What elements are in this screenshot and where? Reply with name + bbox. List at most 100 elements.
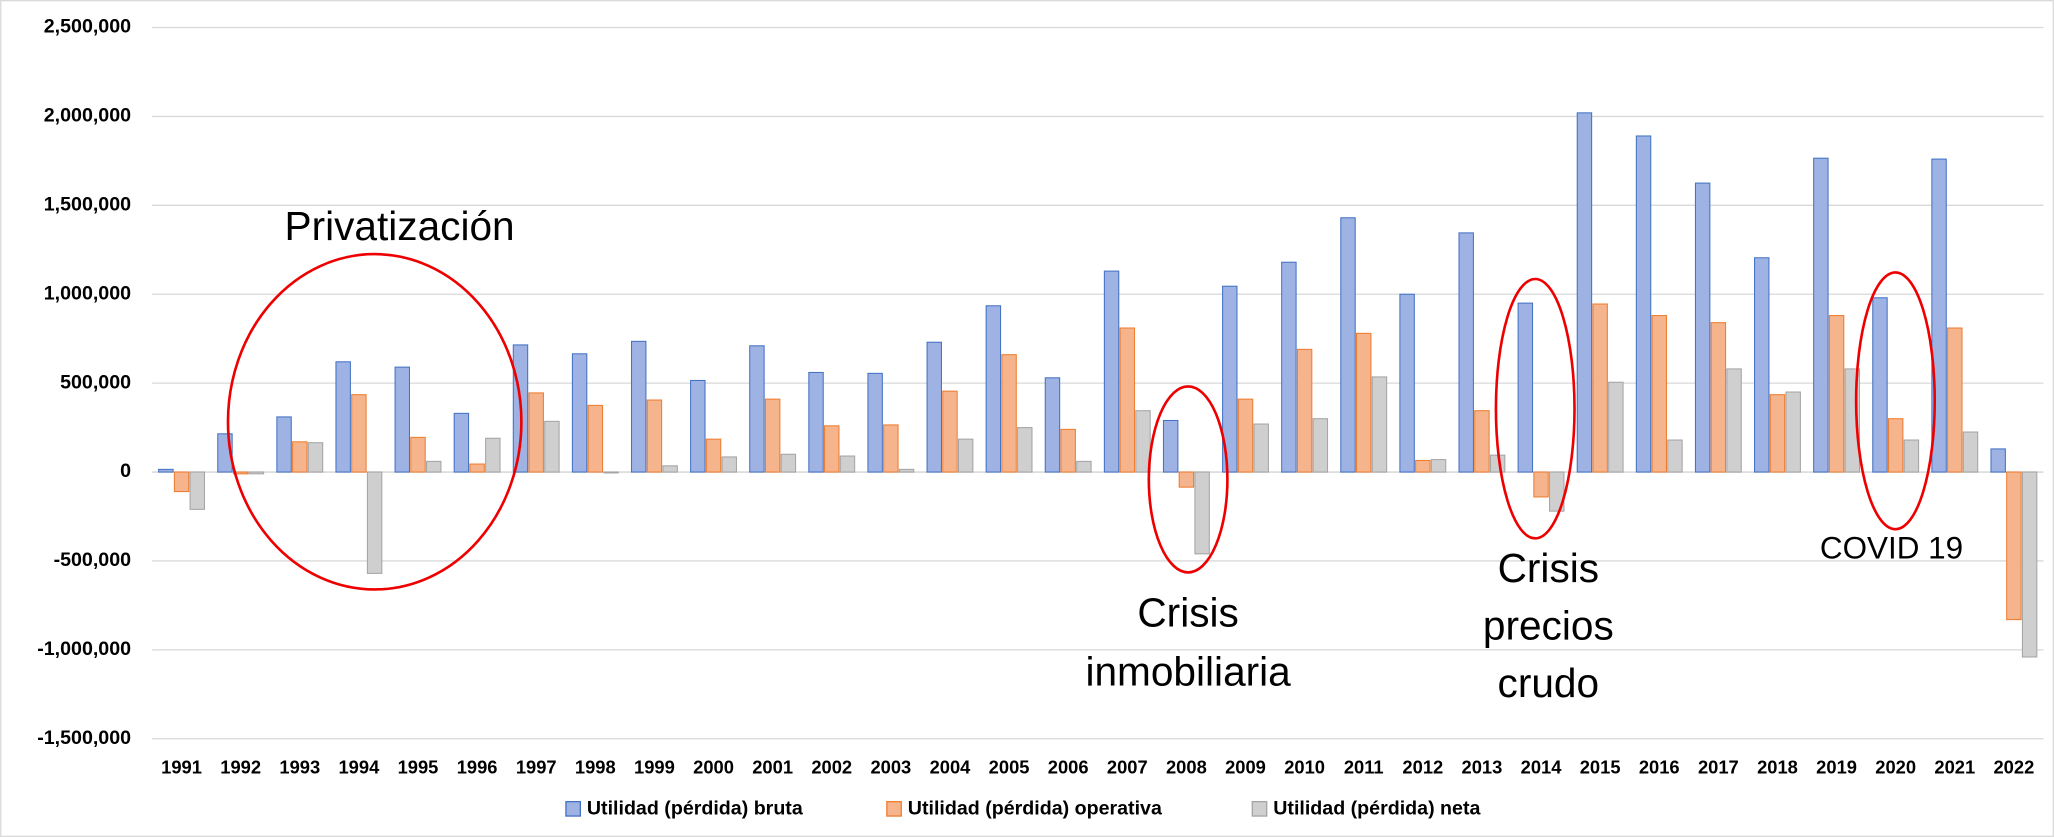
- bar: [1947, 327, 1963, 473]
- bar: [1060, 428, 1076, 473]
- x-tick-label: 2001: [752, 757, 793, 778]
- bar: [1533, 471, 1549, 498]
- x-tick-label: 2009: [1225, 757, 1266, 778]
- x-tick-label: 2012: [1402, 757, 1443, 778]
- bar: [646, 399, 663, 473]
- annotation: Privatización: [285, 203, 515, 249]
- bar: [1194, 471, 1210, 555]
- bar: [469, 463, 485, 473]
- bar: [351, 394, 367, 473]
- x-tick-label: 2007: [1107, 757, 1148, 778]
- y-tick-label: 2,500,000: [44, 16, 131, 38]
- bar: [1694, 182, 1711, 473]
- bar: [1769, 394, 1786, 473]
- bar: [410, 436, 426, 473]
- bar: [1237, 398, 1254, 473]
- y-tick-label: 2,000,000: [44, 105, 131, 127]
- bar: [189, 471, 206, 510]
- bar: [453, 412, 470, 473]
- annotation: COVID 19: [1820, 530, 1963, 565]
- x-tick-label: 2014: [1521, 757, 1563, 778]
- bar: [394, 366, 411, 473]
- plot: -1,500,000 -1,000,000 -500,000 0 500,000 1,00…: [37, 16, 2044, 820]
- bar: [1872, 297, 1888, 473]
- bar: [1710, 322, 1727, 473]
- legend-swatch: [886, 800, 902, 817]
- ellipse: [1494, 277, 1576, 540]
- bar: [276, 416, 292, 473]
- x-tick-label: 1993: [279, 757, 320, 778]
- legend-label: Utilidad (pérdida) neta: [1273, 798, 1481, 820]
- bar: [1103, 270, 1120, 473]
- bar: [1887, 418, 1904, 473]
- bar: [528, 392, 544, 473]
- bar: [630, 340, 647, 473]
- y-tick-label: 1,500,000: [44, 194, 131, 216]
- ellipse: [1854, 271, 1937, 531]
- bar: [587, 404, 604, 473]
- y-tick-label: -1,500,000: [37, 727, 131, 749]
- bar: [898, 468, 915, 473]
- bar: [1517, 302, 1534, 473]
- bar: [1044, 377, 1061, 473]
- legend-label: Utilidad (pérdida) operativa: [908, 798, 1163, 820]
- bar: [571, 353, 588, 473]
- x-tick-label: 2015: [1580, 757, 1621, 778]
- bar: [366, 471, 383, 574]
- bar: [335, 361, 351, 473]
- bar: [1430, 459, 1447, 473]
- x-tick-label: 2008: [1166, 757, 1207, 778]
- bar: [1813, 157, 1829, 473]
- annotation-ellipses: [226, 252, 1937, 591]
- bar: [425, 460, 442, 473]
- bar: [1296, 348, 1313, 473]
- x-tick-label: 2005: [989, 757, 1030, 778]
- bar: [1576, 112, 1593, 473]
- bar: [1592, 303, 1608, 473]
- bar: [1312, 418, 1329, 473]
- bar: [1785, 391, 1801, 473]
- bar: [1017, 427, 1033, 473]
- bar: [705, 438, 722, 473]
- x-tick-label: 2013: [1462, 757, 1503, 778]
- x-tick-label: 2022: [1994, 757, 2035, 778]
- bar: [1754, 257, 1770, 473]
- bar: [1415, 459, 1431, 473]
- bar: [1458, 232, 1474, 473]
- y-tick-label: -1,000,000: [37, 638, 131, 660]
- bar: [1001, 354, 1017, 473]
- bar: [839, 455, 856, 473]
- x-tick-label: 1992: [220, 757, 261, 778]
- x-tick-label: 1997: [516, 757, 557, 778]
- bar: [2021, 471, 2038, 658]
- bar: [1162, 419, 1179, 473]
- bar: [1371, 376, 1388, 473]
- bar: [1990, 448, 2006, 473]
- bar: [985, 305, 1002, 473]
- x-tick-label: 1999: [634, 757, 675, 778]
- x-tick-label: 2021: [1934, 757, 1975, 778]
- bar: [808, 371, 824, 473]
- legend-label: Utilidad (pérdida) bruta: [587, 798, 804, 820]
- x-tick-label: 2003: [870, 757, 911, 778]
- bar: [248, 471, 265, 475]
- x-tick-label: 2011: [1344, 757, 1384, 778]
- bar: [1222, 285, 1238, 473]
- bar: [1399, 293, 1415, 473]
- bar: [485, 437, 501, 473]
- bar: [1726, 368, 1742, 473]
- bar: [1667, 439, 1683, 473]
- bar: [2006, 471, 2022, 621]
- ellipse: [226, 252, 523, 591]
- bar: [173, 471, 190, 493]
- bar: [1119, 327, 1136, 473]
- bar: [1828, 315, 1845, 473]
- annotation: precios: [1483, 602, 1614, 648]
- bar: [749, 345, 765, 473]
- bar: [824, 425, 840, 473]
- bar: [1651, 315, 1667, 473]
- bar: [1474, 410, 1490, 473]
